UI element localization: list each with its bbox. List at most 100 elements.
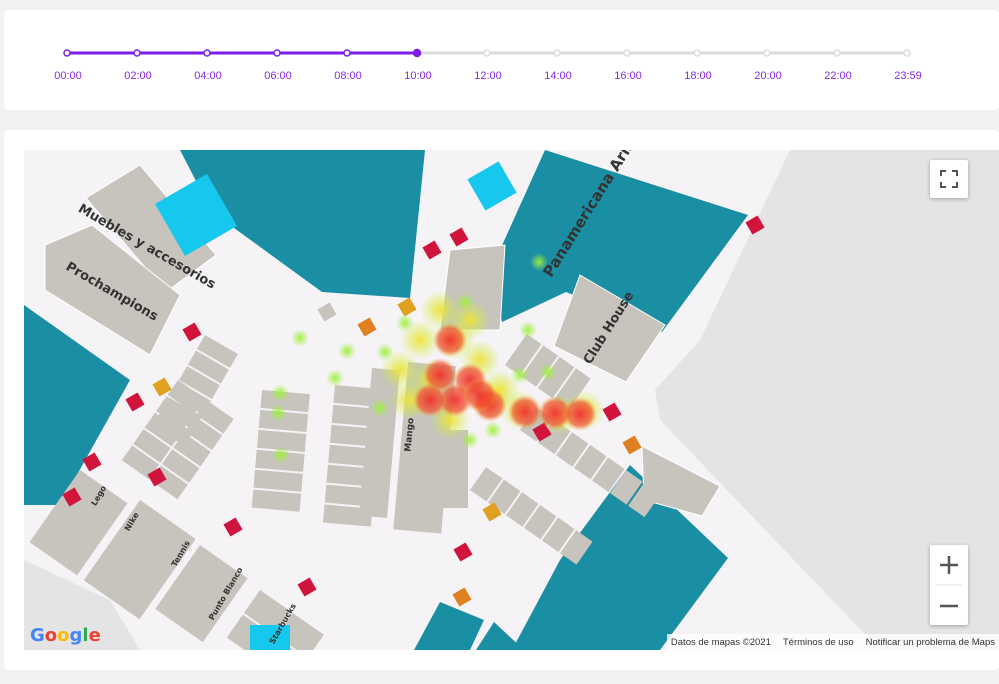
store: [253, 469, 303, 492]
restroom: [155, 174, 237, 256]
store: [188, 350, 229, 384]
map-icon: [357, 317, 377, 337]
store: [152, 412, 193, 446]
heat-spot: [291, 329, 309, 347]
logo-letter: o: [57, 625, 70, 646]
heat-spot: [539, 363, 557, 381]
outer-area: [24, 560, 140, 650]
store: [574, 444, 607, 480]
store: [85, 164, 217, 293]
heat-spot: [463, 378, 497, 412]
timeline-label: 08:00: [334, 70, 362, 82]
store: [521, 345, 558, 387]
store: [83, 500, 196, 620]
map-icon: [453, 542, 473, 562]
timeline-label: 23:59: [894, 70, 922, 82]
anchor-store: [180, 150, 425, 298]
store: [556, 432, 589, 467]
anchor-store: [476, 622, 524, 650]
store: [256, 429, 307, 452]
heat-spot: [484, 421, 502, 439]
timeline-point[interactable]: [412, 48, 422, 58]
timeline-label: 00:00: [54, 70, 82, 82]
timeline-label: 18:00: [684, 70, 712, 82]
logo-letter: l: [82, 625, 89, 646]
map-icon: [452, 587, 472, 607]
store: [537, 356, 575, 399]
store: [560, 530, 593, 565]
store-block: [155, 544, 248, 643]
store: [29, 469, 128, 576]
fullscreen-icon: [940, 170, 958, 188]
store: [243, 590, 292, 635]
google-logo: Google: [30, 625, 101, 646]
store: [542, 517, 575, 552]
store-block: [152, 335, 238, 446]
heat-spot: [269, 404, 287, 422]
heat-spot: [400, 320, 440, 360]
timeline-point[interactable]: [63, 49, 71, 57]
store-block: [359, 368, 400, 518]
timeline: 00:00 02:00 04:00 06:00 08:00 10:00 12:00 14:00…: [54, 48, 922, 82]
footer-link: Datos de mapas ©2021: [670, 636, 771, 648]
anchor-store: [512, 465, 728, 650]
store: [610, 470, 643, 505]
store: [179, 366, 220, 400]
store: [524, 504, 557, 540]
store: [592, 457, 625, 492]
store: [161, 449, 200, 483]
store: [121, 445, 160, 480]
map-icon: [223, 517, 243, 537]
heat-spot: [271, 384, 289, 402]
timeline-point[interactable]: [343, 49, 351, 57]
fullscreen-button[interactable]: [930, 160, 968, 198]
heat-spot: [326, 369, 344, 387]
map-icon: [147, 467, 167, 487]
timeline-point[interactable]: [483, 49, 491, 57]
store: [197, 335, 238, 368]
timeline-label: 16:00: [614, 70, 642, 82]
map-icon: [449, 227, 469, 247]
store-block: [469, 467, 593, 565]
timeline-point[interactable]: [273, 49, 281, 57]
map-icon: [82, 452, 102, 472]
restroom: [250, 625, 290, 650]
store: [553, 274, 666, 383]
store-block: [83, 500, 196, 620]
footer-link[interactable]: Términos de uso: [782, 636, 854, 648]
map-icon: [482, 502, 502, 522]
heat-spot: [461, 431, 479, 449]
store: [44, 224, 181, 356]
timeline-label: 02:00: [124, 70, 152, 82]
timeline-point[interactable]: [553, 49, 561, 57]
outer-area: [655, 150, 999, 650]
store-block: [519, 407, 661, 518]
timeline-point[interactable]: [833, 49, 841, 57]
store-block: [504, 333, 591, 410]
timeline-label: 12:00: [474, 70, 502, 82]
timeline-point[interactable]: [903, 49, 911, 57]
map-footer: Datos de mapas ©2021 Términos de uso Notif…: [666, 634, 999, 650]
store: [469, 467, 503, 502]
timeline-point[interactable]: [623, 49, 631, 57]
timeline-point[interactable]: [203, 49, 211, 57]
store-block: [251, 390, 310, 512]
timeline-point[interactable]: [133, 49, 141, 57]
heat-spot: [413, 383, 447, 417]
logo-letter: e: [88, 625, 101, 646]
store: [276, 612, 324, 650]
store: [161, 397, 202, 431]
logo-letter: o: [44, 625, 58, 646]
anchor-store: [414, 602, 484, 650]
timeline-point[interactable]: [693, 49, 701, 57]
timeline-point[interactable]: [763, 49, 771, 57]
store-label: Mango: [404, 417, 417, 452]
heat-spot: [338, 342, 356, 360]
footer-link[interactable]: Notificar un problema de Maps: [865, 636, 995, 648]
store-cluster: [29, 333, 661, 650]
timeline-label: 06:00: [264, 70, 292, 82]
